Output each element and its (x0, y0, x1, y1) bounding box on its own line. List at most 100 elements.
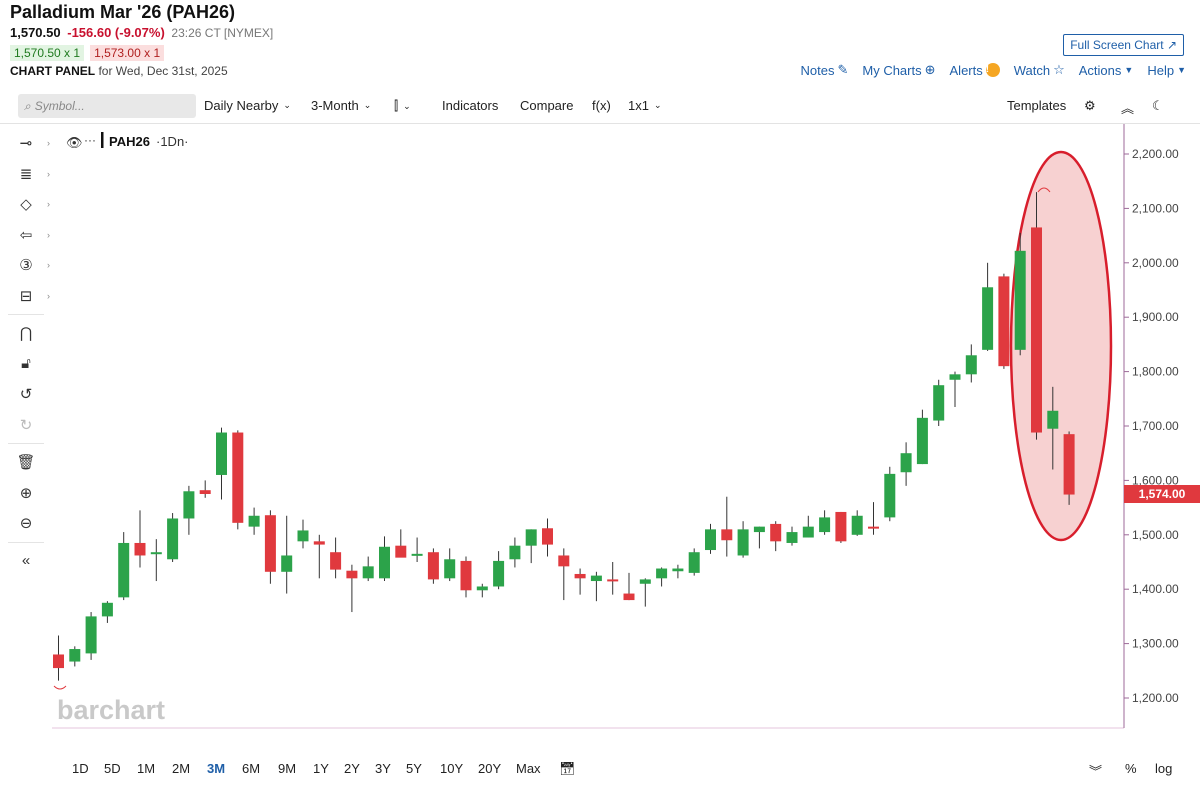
watch-link[interactable]: Watch ☆ (1014, 62, 1065, 78)
candle-body (118, 542, 130, 598)
range-5d[interactable]: 5D (104, 761, 121, 776)
indicators-button[interactable]: Indicators (442, 98, 499, 113)
candle-body (346, 570, 358, 579)
alerts-link[interactable]: Alerts! (950, 62, 1000, 78)
candle (737, 521, 749, 558)
candle (444, 548, 456, 582)
candle-body (688, 552, 700, 573)
expand-arrow: › (47, 290, 50, 301)
candle (639, 578, 651, 607)
divider (8, 443, 44, 444)
candle-body (868, 526, 879, 529)
candle (101, 601, 113, 623)
candle (998, 273, 1010, 369)
layout-label: 1x1 (628, 98, 649, 113)
last-price-tag: 1,574.00 (1124, 485, 1200, 503)
shape-tool-icon[interactable]: ◇ › (20, 196, 50, 214)
trash-icon[interactable]: 🗑︎ (16, 454, 36, 472)
undo-icon[interactable]: ↺ (19, 386, 33, 404)
legend-interval: ·1Dn· (156, 134, 189, 149)
full-screen-chart-button[interactable]: Full Screen Chart ↗ (1063, 34, 1184, 56)
candle-body (672, 568, 684, 572)
range-2m[interactable]: 2M (172, 761, 191, 776)
range-dropdown[interactable]: 3-Month ⌄ (311, 98, 371, 113)
collapse-up-icon[interactable]: ︽ (1121, 101, 1135, 116)
zoom-out-icon[interactable]: ⊖ (19, 515, 33, 533)
candle (688, 548, 700, 576)
notes-link[interactable]: Notes ✎ (801, 62, 849, 78)
candle-body (900, 453, 912, 473)
fibonacci-tool-icon[interactable]: ≣ › (19, 165, 50, 183)
collapse-left-icon[interactable]: « (21, 552, 31, 570)
collapse-down-icon[interactable]: ︾ (1089, 764, 1103, 779)
candle (802, 515, 814, 538)
unlock-icon[interactable]: 🔓︎ (21, 355, 31, 373)
swing-low-marker (53, 685, 67, 690)
calendar-icon[interactable]: 📅︎ (559, 761, 576, 776)
range-selector: 1D 5D 1M 2M 3M 6M 9M 1Y 2Y 3Y 5Y 10Y 20Y Max 📅︎ ︾ % l… (0, 757, 1200, 783)
page-title: Palladium Mar '26 (PAH26) (10, 2, 236, 22)
help-menu[interactable]: Help ▼ (1147, 62, 1186, 78)
candle (232, 430, 244, 530)
candle (134, 510, 146, 568)
expand-arrow: › (47, 229, 50, 240)
period-label: Daily Nearby (204, 98, 279, 113)
range-3y[interactable]: 3Y (375, 761, 391, 776)
search-input[interactable]: Symbol... (34, 99, 85, 113)
candle-body (379, 546, 390, 579)
range-2y[interactable]: 2Y (344, 761, 360, 776)
y-tick-label: 1,900.00 (1132, 310, 1179, 324)
candle (199, 480, 211, 498)
my-charts-link[interactable]: My Charts ⊕ (862, 62, 935, 78)
range-9m[interactable]: 9M (278, 761, 297, 776)
candle-body (656, 568, 668, 579)
range-label: 3-Month (311, 98, 359, 113)
candle (705, 523, 716, 554)
percent-scale-toggle[interactable]: % (1125, 761, 1137, 776)
range-3m[interactable]: 3M (207, 761, 226, 776)
candle-body (558, 555, 570, 567)
range-1m[interactable]: 1M (137, 761, 156, 776)
chart-type-dropdown[interactable]: ⫿ ⌄ (394, 98, 411, 114)
candle-body (525, 529, 537, 546)
candle (460, 556, 472, 598)
candle (216, 427, 227, 500)
arrow-tool-icon[interactable]: ⇦ › (19, 226, 50, 244)
range-6m[interactable]: 6M (242, 761, 261, 776)
range-max[interactable]: Max (516, 761, 541, 776)
redo-icon[interactable]: ↻ (19, 416, 33, 434)
templates-button[interactable]: Templates (1007, 98, 1067, 113)
range-20y[interactable]: 20Y (478, 761, 502, 776)
period-dropdown[interactable]: Daily Nearby ⌄ (204, 98, 291, 113)
y-tick-label: 1,500.00 (1132, 528, 1179, 542)
candle (949, 371, 961, 407)
candle (835, 511, 847, 543)
dark-mode-moon-icon[interactable]: ☾ (1152, 98, 1164, 113)
y-tick-label: 2,000.00 (1132, 256, 1179, 270)
candle-body (460, 560, 472, 591)
actions-menu[interactable]: Actions ▼ (1079, 62, 1134, 78)
watch-label: Watch (1013, 62, 1051, 78)
candle-body (639, 579, 651, 584)
measure-tool-icon[interactable]: ⊟ › (19, 287, 50, 305)
range-1y[interactable]: 1Y (313, 761, 329, 776)
compare-button[interactable]: Compare (520, 98, 574, 113)
fx-button[interactable]: f(x) (592, 98, 611, 113)
magnet-icon[interactable]: ⋂ (19, 325, 33, 343)
line-tool-icon[interactable]: ⊸ › (19, 135, 50, 153)
bid-badge: 1,570.50 x 1 (10, 45, 85, 61)
zoom-in-icon[interactable]: ⊕ (19, 484, 33, 502)
layout-dropdown[interactable]: 1x1 ⌄ (628, 98, 662, 113)
divider (8, 314, 44, 315)
range-5y[interactable]: 5Y (406, 761, 422, 776)
count-tool-icon[interactable]: ③ › (19, 257, 50, 275)
candle (118, 532, 130, 601)
range-1d[interactable]: 1D (72, 761, 89, 776)
range-10y[interactable]: 10Y (440, 761, 464, 776)
y-tick-label: 1,200.00 (1132, 691, 1179, 705)
settings-gear-icon[interactable]: ⚙ (1084, 98, 1096, 113)
log-scale-toggle[interactable]: log (1155, 761, 1173, 776)
expand-arrow: › (47, 138, 50, 149)
symbol-search[interactable]: ⌕ Symbol... (18, 94, 196, 118)
price-chart[interactable]: 1,200.00 1,300.00 1,400.00 1,500.00 1,600.00… (52, 124, 1200, 748)
